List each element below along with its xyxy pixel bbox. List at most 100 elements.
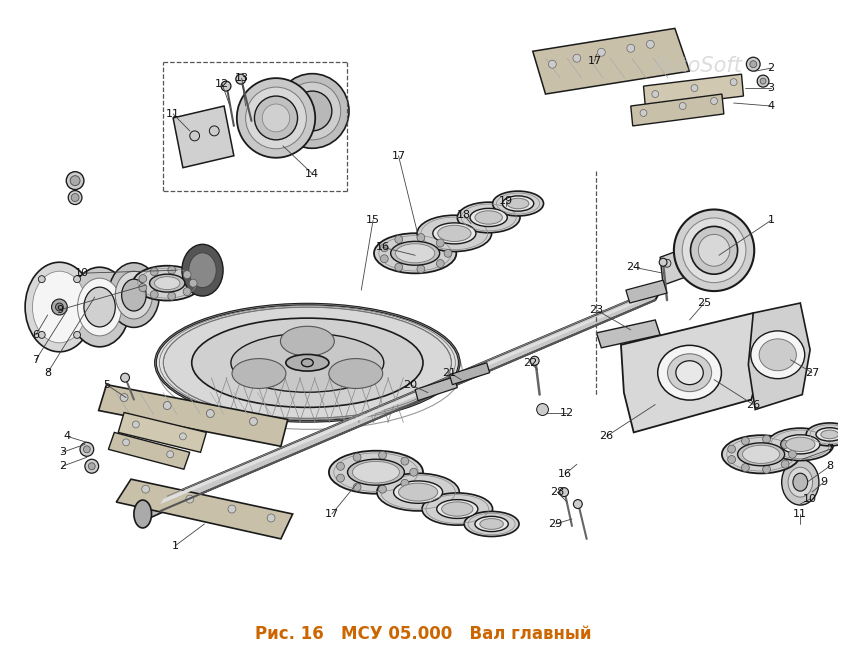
Circle shape [337,474,344,482]
Ellipse shape [738,443,784,466]
Circle shape [52,299,68,315]
Text: 21: 21 [442,368,457,378]
Text: 14: 14 [305,169,319,178]
Text: 16: 16 [558,469,572,479]
Circle shape [38,332,45,338]
Circle shape [139,284,146,291]
Circle shape [74,332,80,338]
Ellipse shape [301,359,313,367]
Circle shape [437,239,444,247]
Circle shape [139,275,146,282]
Ellipse shape [236,74,245,84]
Text: 24: 24 [627,262,640,272]
Text: 4: 4 [767,101,774,111]
Ellipse shape [464,511,519,537]
Polygon shape [99,385,288,447]
Ellipse shape [437,225,471,241]
Ellipse shape [231,333,384,392]
Polygon shape [533,29,689,94]
Ellipse shape [816,428,843,441]
Ellipse shape [760,78,766,84]
Ellipse shape [746,57,760,71]
Circle shape [381,244,388,252]
Polygon shape [415,376,458,400]
Ellipse shape [221,81,231,91]
Circle shape [691,84,698,92]
Ellipse shape [743,445,780,463]
Circle shape [417,234,425,241]
Text: 29: 29 [548,519,563,529]
Ellipse shape [66,172,84,190]
Text: 23: 23 [590,305,603,315]
Polygon shape [173,106,233,167]
Text: 27: 27 [805,368,819,378]
Ellipse shape [417,215,492,252]
Text: 15: 15 [366,215,380,225]
Circle shape [548,60,557,68]
Circle shape [597,48,605,56]
Text: 2: 2 [59,461,66,471]
Ellipse shape [433,223,476,244]
Ellipse shape [286,354,329,371]
Text: 26: 26 [599,432,613,441]
Text: 20: 20 [404,380,417,389]
Circle shape [168,292,176,300]
Text: 11: 11 [794,509,807,519]
Ellipse shape [475,517,508,532]
Ellipse shape [699,234,730,266]
Ellipse shape [348,459,404,485]
Circle shape [711,97,717,104]
Circle shape [56,303,63,311]
Ellipse shape [821,430,838,439]
Text: 5: 5 [103,380,110,389]
Ellipse shape [806,423,846,446]
Text: 16: 16 [376,242,390,252]
Circle shape [741,463,750,472]
Circle shape [186,495,194,503]
Circle shape [685,253,694,262]
Text: 4: 4 [63,432,71,441]
Text: 13: 13 [234,73,249,83]
Ellipse shape [156,304,459,421]
Circle shape [627,44,634,53]
Ellipse shape [85,459,99,473]
Text: 8: 8 [44,368,52,378]
Ellipse shape [437,500,478,519]
Text: 8: 8 [827,461,833,471]
Text: 17: 17 [587,56,602,66]
Text: 19: 19 [499,195,514,206]
Ellipse shape [475,211,503,224]
Circle shape [120,393,128,402]
Ellipse shape [750,61,756,67]
Text: Рис. 16   МСУ 05.000   Вал главный: Рис. 16 МСУ 05.000 Вал главный [255,624,591,643]
Ellipse shape [280,326,334,356]
Ellipse shape [722,435,800,473]
Ellipse shape [657,345,722,400]
Text: 9: 9 [56,305,63,315]
Ellipse shape [293,91,332,131]
Ellipse shape [786,437,815,452]
Polygon shape [161,290,660,504]
Ellipse shape [750,331,805,378]
Circle shape [267,514,275,522]
Circle shape [190,131,200,141]
Ellipse shape [767,428,833,461]
Circle shape [395,236,403,243]
Text: 10: 10 [803,494,817,504]
Ellipse shape [480,519,503,530]
Text: 1: 1 [767,215,774,225]
Ellipse shape [530,356,539,365]
Ellipse shape [237,78,316,158]
Ellipse shape [232,359,286,389]
Ellipse shape [793,473,808,491]
Circle shape [179,433,186,440]
Circle shape [409,468,418,476]
Circle shape [228,505,236,513]
Text: 10: 10 [75,268,89,278]
Text: 2: 2 [767,63,774,73]
Ellipse shape [377,473,459,511]
Ellipse shape [150,274,185,292]
Ellipse shape [121,373,129,382]
Circle shape [417,265,425,273]
Circle shape [379,451,387,459]
